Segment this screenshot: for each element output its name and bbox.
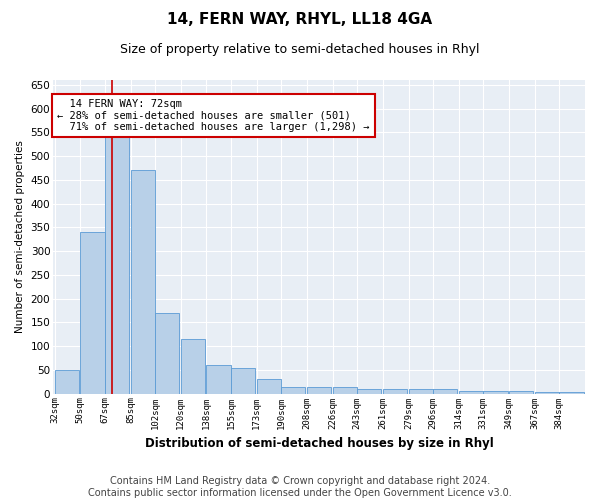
- Bar: [257, 380, 281, 394]
- Text: 14 FERN WAY: 72sqm
← 28% of semi-detached houses are smaller (501)
  71% of semi: 14 FERN WAY: 72sqm ← 28% of semi-detache…: [58, 99, 370, 132]
- Bar: [55, 370, 79, 394]
- Bar: [433, 389, 457, 394]
- Bar: [535, 392, 559, 394]
- Text: Contains HM Land Registry data © Crown copyright and database right 2024.
Contai: Contains HM Land Registry data © Crown c…: [88, 476, 512, 498]
- Bar: [357, 389, 382, 394]
- Bar: [459, 392, 483, 394]
- Text: Size of property relative to semi-detached houses in Rhyl: Size of property relative to semi-detach…: [120, 42, 480, 56]
- Bar: [281, 386, 305, 394]
- X-axis label: Distribution of semi-detached houses by size in Rhyl: Distribution of semi-detached houses by …: [145, 437, 493, 450]
- Bar: [559, 392, 584, 394]
- Bar: [155, 313, 179, 394]
- Bar: [231, 368, 255, 394]
- Bar: [383, 389, 407, 394]
- Bar: [332, 386, 357, 394]
- Bar: [206, 365, 231, 394]
- Bar: [483, 392, 508, 394]
- Y-axis label: Number of semi-detached properties: Number of semi-detached properties: [15, 140, 25, 334]
- Bar: [509, 392, 533, 394]
- Text: 14, FERN WAY, RHYL, LL18 4GA: 14, FERN WAY, RHYL, LL18 4GA: [167, 12, 433, 28]
- Bar: [307, 386, 331, 394]
- Bar: [80, 232, 104, 394]
- Bar: [104, 137, 129, 394]
- Bar: [131, 170, 155, 394]
- Bar: [181, 339, 205, 394]
- Bar: [409, 389, 433, 394]
